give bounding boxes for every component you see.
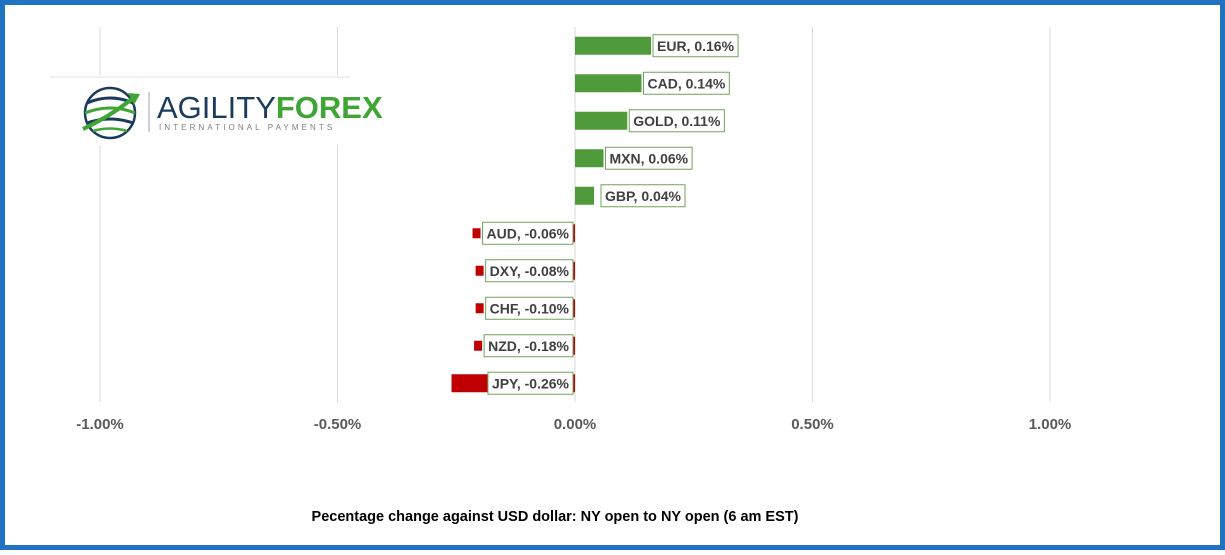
x-tick-label: 0.00%: [554, 416, 597, 433]
data-label-box: [483, 334, 574, 358]
bar-end-marker: [474, 340, 483, 351]
data-label: NZD, -0.18%: [488, 338, 569, 354]
data-label-box: [652, 34, 739, 58]
data-label-box: [628, 109, 725, 133]
globe-swoosh-icon: [82, 86, 140, 140]
logo-wordmark: AGILITYFOREX: [157, 90, 383, 125]
data-label-box: [487, 371, 574, 395]
bar-gbp: [575, 186, 594, 205]
data-label: AUD, -0.06%: [487, 225, 570, 241]
data-label: EUR, 0.16%: [657, 38, 735, 54]
bar-end-marker: [475, 303, 484, 314]
data-label: GOLD, 0.11%: [633, 113, 721, 129]
data-label: GBP, 0.04%: [605, 188, 682, 204]
data-label: DXY, -0.08%: [490, 263, 570, 279]
x-tick-label: -0.50%: [314, 416, 362, 433]
logo-word-forex: FOREX: [276, 90, 383, 125]
data-label-box: [605, 146, 693, 170]
chart-canvas: EUR, 0.16% CAD, 0.14% GOLD, 0.11% MXN, 0.06…: [50, 27, 1071, 525]
x-tick-labels: -1.00% -0.50% 0.00% 0.50% 1.00%: [76, 416, 1071, 433]
x-tick-label: 1.00%: [1029, 416, 1072, 433]
logo-word-agility: AGILITY: [157, 90, 276, 125]
bar-eur: [575, 36, 651, 55]
bar-mxn: [575, 149, 604, 168]
data-label-box: [485, 296, 574, 320]
x-axis-caption: Pecentage change against USD dollar: NY …: [312, 509, 799, 525]
bar-cad: [575, 74, 642, 93]
logo-tagline: INTERNATIONAL PAYMENTS: [159, 123, 335, 132]
bar-end-marker: [475, 265, 484, 276]
data-label-box: [643, 71, 730, 95]
x-tick-label: 0.50%: [791, 416, 834, 433]
x-tick-label: -1.00%: [76, 416, 124, 433]
bar-end-marker: [472, 228, 481, 239]
data-label: CAD, 0.14%: [648, 75, 726, 91]
data-label: MXN, 0.06%: [610, 150, 689, 166]
data-label-box: [482, 221, 574, 245]
data-labels: EUR, 0.16% CAD, 0.14% GOLD, 0.11% MXN, 0.06…: [482, 34, 739, 395]
data-label: JPY, -0.26%: [492, 375, 570, 391]
data-label-box: [600, 184, 686, 208]
agility-forex-logo: AGILITYFOREX INTERNATIONAL PAYMENTS: [50, 75, 383, 145]
data-label-box: [485, 259, 574, 283]
bar-gold: [575, 111, 628, 130]
data-label: CHF, -0.10%: [490, 300, 570, 316]
